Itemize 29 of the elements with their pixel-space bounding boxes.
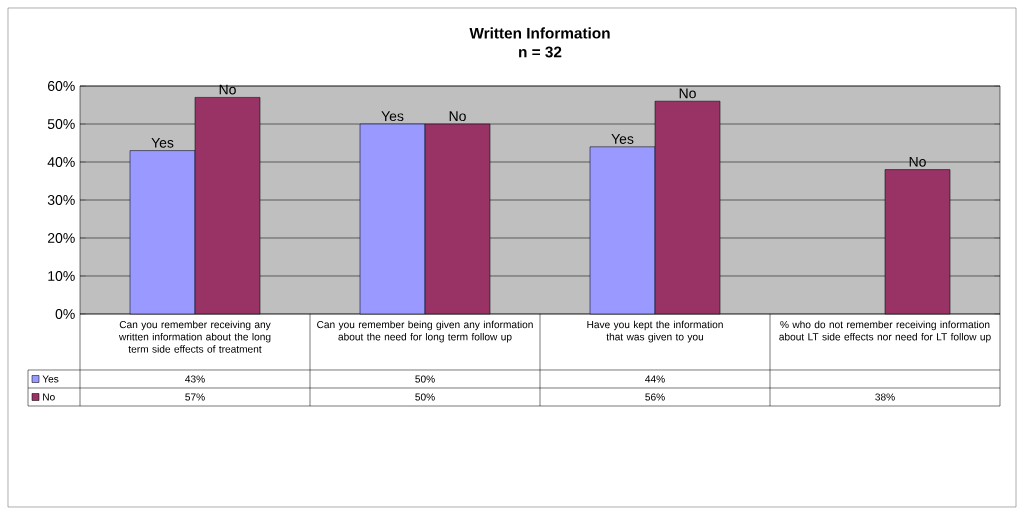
x-tick-label: Have you kept the information that was given to you [587, 320, 723, 343]
data-label: 50% [415, 393, 435, 401]
data-label: 56% [645, 393, 665, 401]
x-tick-label: Can you remember receiving any written information about the long term side effects of treatment [118, 320, 271, 353]
y-tick-label: 40% [47, 157, 75, 167]
text: Yes [611, 134, 634, 144]
legend-label: No [43, 393, 55, 401]
text: Yes [381, 111, 404, 122]
chart-subtitle: n = 32 [519, 46, 562, 58]
x-tick-label: % who do not remember receiving information about LT side effects nor need for LT follow up [779, 320, 991, 343]
chart-title: Written Information [469, 27, 610, 39]
y-tick-label: 0% [55, 309, 75, 319]
data-label: 43% [185, 375, 205, 383]
text: No [909, 156, 926, 167]
text: Yes [151, 137, 174, 148]
data-label: 50% [415, 375, 435, 383]
data-label: 44% [645, 375, 665, 383]
y-tick-label: 20% [47, 233, 75, 243]
y-tick-label: 30% [47, 195, 75, 205]
text: No [449, 111, 466, 122]
y-tick-label: 50% [47, 119, 75, 129]
text: No [679, 88, 696, 99]
y-tick-label: 60% [47, 81, 75, 91]
x-tick-label: Can you remember being given any information about the need for long term follow up [317, 320, 533, 343]
data-label: 38% [875, 393, 895, 401]
legend-label: Yes [42, 375, 59, 383]
y-tick-label: 10% [48, 271, 75, 281]
data-label: 57% [185, 393, 205, 401]
text: No [219, 84, 236, 95]
